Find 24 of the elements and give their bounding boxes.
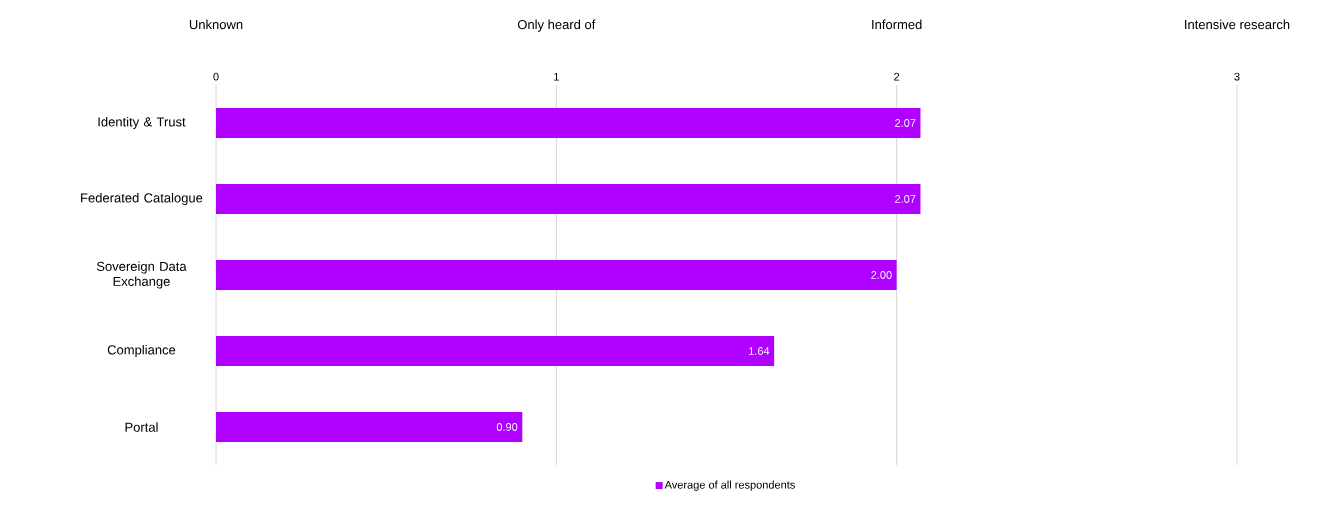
bar [216,108,921,138]
x-tick-label: 3 [1234,72,1240,81]
data-label: 1.64 [749,347,770,355]
bar [216,260,897,290]
text: Unknown [189,19,243,30]
text: Informed [872,19,922,30]
y-tick-label: Compliance [107,344,176,358]
x-tick-label: 2 [894,72,900,81]
y-tick-label: Federated Catalogue [81,192,203,206]
text: Intensive research [1185,19,1290,30]
legend-label: Average of all respondents [664,480,795,491]
x-tick-label: 0 [213,72,219,81]
bar [216,336,775,366]
bar [216,412,523,442]
data-label: 2.07 [895,195,916,203]
y-tick-label: Sovereign Data Exchange [96,261,187,289]
y-tick-label: Portal [125,422,158,432]
data-label: 2.00 [871,271,892,279]
bar [216,184,921,214]
text: Only heard of [517,19,596,32]
data-label: 0.90 [496,423,518,431]
x-tick-label: 1 [554,72,559,81]
data-label: 2.07 [895,119,916,127]
y-tick-label: Identity & Trust [98,116,186,130]
